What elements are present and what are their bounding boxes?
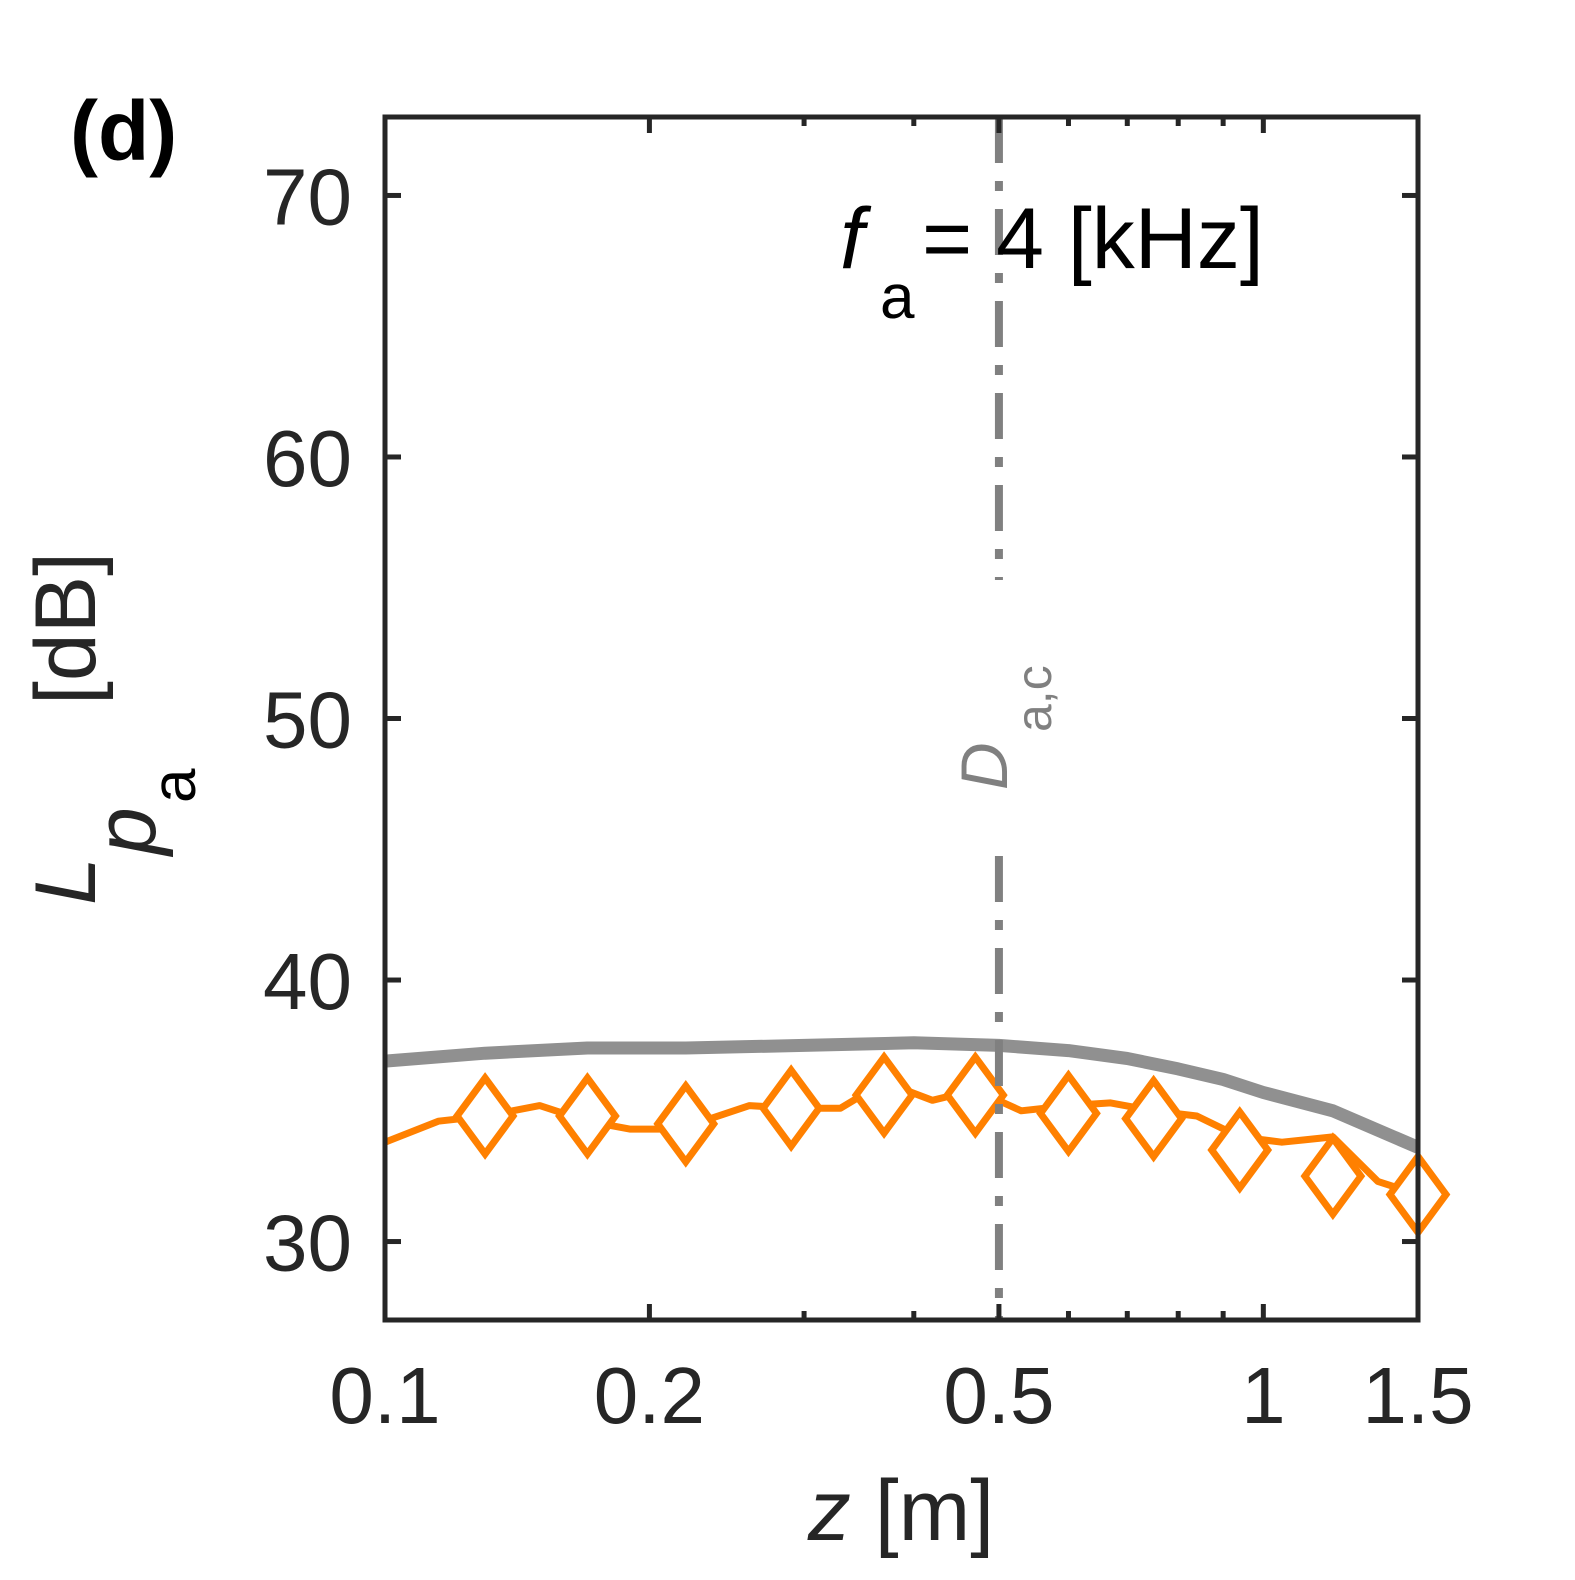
- series-line-model: [384, 1036, 1421, 1154]
- vline-label-sub: a,c: [1006, 665, 1062, 732]
- vline-label: D: [947, 742, 1021, 790]
- annotation-sub: a: [880, 263, 915, 332]
- y-tick-label: 40: [263, 937, 352, 1026]
- y-axis-unit: [dB]: [18, 552, 114, 705]
- y-tick-label: 70: [263, 152, 352, 241]
- y-axis-title: Lpa [dB]: [18, 552, 209, 905]
- x-tick-label: 1.5: [1362, 1351, 1473, 1440]
- diamond-marker: [555, 1072, 620, 1160]
- x-tick-label: 1: [1241, 1351, 1286, 1440]
- diamond-marker: [851, 1051, 917, 1139]
- y-tick-label: 60: [263, 414, 352, 503]
- annotation-var: f: [840, 191, 872, 287]
- y-axis-sub: p: [78, 807, 174, 858]
- y-tick-label: 30: [263, 1199, 352, 1288]
- x-axis-unit: [m]: [851, 1463, 994, 1559]
- x-tick-label: 0.5: [943, 1351, 1054, 1440]
- x-axis-title: z [m]: [807, 1463, 994, 1559]
- y-tick-label: 50: [263, 676, 352, 765]
- x-axis-var: z: [807, 1463, 851, 1559]
- diamond-marker: [1300, 1132, 1366, 1221]
- diamond-marker: [452, 1072, 518, 1160]
- x-tick-label: 0.2: [594, 1351, 705, 1440]
- diamond-marker: [1207, 1106, 1273, 1194]
- panel-label: (d): [70, 84, 177, 178]
- diamond-marker: [1036, 1069, 1101, 1158]
- annotation-text: = 4 [kHz]: [922, 191, 1264, 287]
- y-axis-subsub: a: [140, 768, 209, 803]
- diamond-marker: [1121, 1074, 1186, 1163]
- diamond-marker: [942, 1051, 1008, 1139]
- diamond-marker: [653, 1079, 719, 1168]
- vline-label-group: Da,c: [947, 665, 1062, 790]
- y-axis-var: L: [18, 857, 114, 905]
- diamond-marker: [758, 1064, 824, 1153]
- x-tick-label: 0.1: [329, 1351, 440, 1440]
